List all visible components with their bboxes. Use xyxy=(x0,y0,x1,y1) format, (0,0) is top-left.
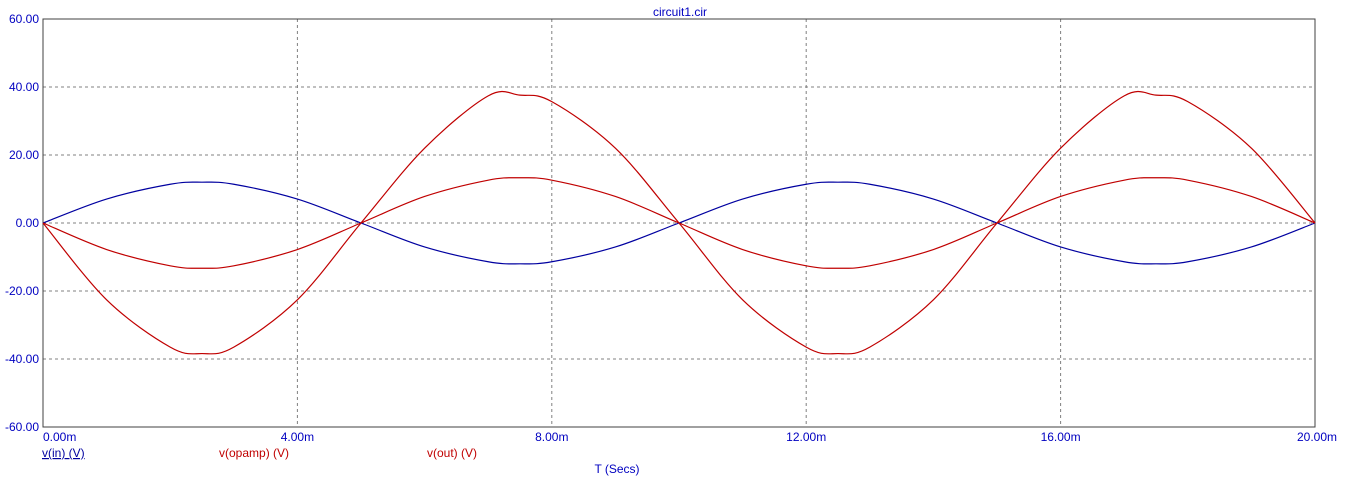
series-line-2 xyxy=(42,177,1316,269)
x-tick-label: 16.00m xyxy=(1041,430,1081,444)
y-tick-label: -40.00 xyxy=(5,352,39,366)
legend-entry[interactable]: v(in) (V) xyxy=(42,446,85,460)
x-tick-label: 20.00m xyxy=(1297,430,1337,444)
y-tick-label: 40.00 xyxy=(9,80,39,94)
y-tick-label: 0.00 xyxy=(16,216,40,230)
y-tick-label: 20.00 xyxy=(9,148,39,162)
x-tick-label: 8.00m xyxy=(535,430,568,444)
legend-entry[interactable]: v(opamp) (V) xyxy=(219,446,289,460)
x-tick-label: 0.00m xyxy=(43,430,76,444)
y-tick-label: -60.00 xyxy=(5,420,39,434)
y-tick-label: -20.00 xyxy=(5,284,39,298)
x-tick-label: 12.00m xyxy=(786,430,826,444)
legend[interactable]: v(in) (V) v(opamp) (V) v(out) (V) xyxy=(42,446,477,460)
y-tick-label: 60.00 xyxy=(9,12,39,26)
x-axis-label: T (Secs) xyxy=(594,462,639,476)
chart-title: circuit1.cir xyxy=(653,5,707,19)
y-tick-labels: 60.00 40.00 20.00 0.00 -20.00 -40.00 -60.00 xyxy=(5,12,39,434)
series-layer xyxy=(42,90,1316,355)
x-tick-labels: 0.00m 4.00m 8.00m 12.00m 16.00m 20.00m xyxy=(43,430,1337,444)
x-tick-label: 4.00m xyxy=(281,430,314,444)
legend-entry[interactable]: v(out) (V) xyxy=(427,446,477,460)
